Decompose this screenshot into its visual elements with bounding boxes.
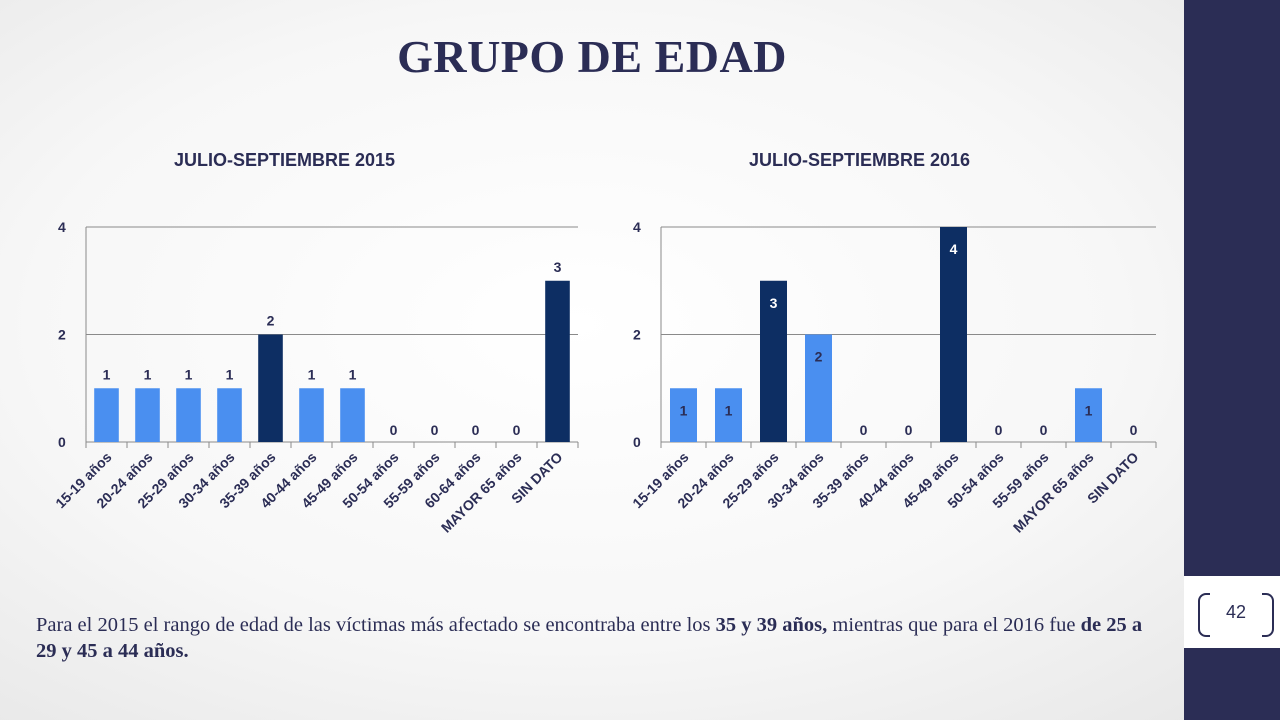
footnote-bold-2: de 25 a 29 y 45 a 44 años. [36, 614, 1143, 662]
slide-title: GRUPO DE EDAD [397, 31, 787, 82]
bar [1075, 388, 1102, 442]
y-tick-label: 0 [58, 434, 66, 450]
y-tick-label: 4 [58, 219, 66, 235]
y-tick-label: 0 [633, 434, 641, 450]
footnote-text-1: Para el 2015 el rango de edad de las víc… [36, 614, 716, 636]
chart-2016-title: JULIO-SEPTIEMBRE 2016 [749, 150, 971, 170]
data-label: 1 [308, 366, 316, 382]
data-label: 0 [1040, 422, 1048, 438]
data-label: 0 [431, 422, 439, 438]
data-label: 0 [905, 422, 913, 438]
bracket-left [1198, 593, 1210, 637]
bar [805, 334, 832, 442]
bar [940, 227, 967, 442]
x-tick-label: MAYOR 65 años [1010, 449, 1097, 536]
footnote: Para el 2015 el rango de edad de las víc… [36, 612, 1166, 664]
data-label: 1 [725, 402, 733, 418]
bar [176, 388, 201, 442]
y-tick-label: 2 [58, 327, 66, 343]
data-label: 1 [349, 366, 357, 382]
footnote-bold-1: 35 y 39 años, [715, 614, 828, 636]
data-label: 0 [390, 422, 398, 438]
y-tick-label: 2 [633, 327, 641, 343]
bar [217, 388, 242, 442]
bar [258, 334, 283, 442]
bar [715, 388, 742, 442]
footnote-text-2: mientras que para el 2016 fue [827, 614, 1081, 636]
data-label: 1 [144, 366, 152, 382]
bar [670, 388, 697, 442]
bar [760, 280, 787, 442]
data-label: 0 [1130, 422, 1138, 438]
data-label: 1 [185, 366, 193, 382]
chart-2015-title: JULIO-SEPTIEMBRE 2015 [174, 150, 396, 170]
data-label: 1 [226, 366, 234, 382]
bracket-right [1262, 593, 1274, 637]
data-label: 0 [513, 422, 521, 438]
page-number-tab: 42 [1184, 576, 1280, 648]
data-label: 2 [815, 349, 823, 365]
data-label: 0 [995, 422, 1003, 438]
data-label: 1 [1085, 402, 1093, 418]
data-label: 4 [950, 241, 958, 257]
data-label: 1 [103, 366, 111, 382]
bar [94, 388, 119, 442]
data-label: 1 [680, 402, 688, 418]
data-label: 3 [770, 295, 778, 311]
page-number: 42 [1225, 601, 1247, 622]
data-label: 0 [860, 422, 868, 438]
data-label: 2 [267, 313, 275, 329]
data-label: 3 [554, 259, 562, 275]
bar [135, 388, 160, 442]
bar [545, 280, 570, 442]
bar [340, 388, 365, 442]
y-tick-label: 4 [633, 219, 641, 235]
bar [299, 388, 324, 442]
data-label: 0 [472, 422, 480, 438]
